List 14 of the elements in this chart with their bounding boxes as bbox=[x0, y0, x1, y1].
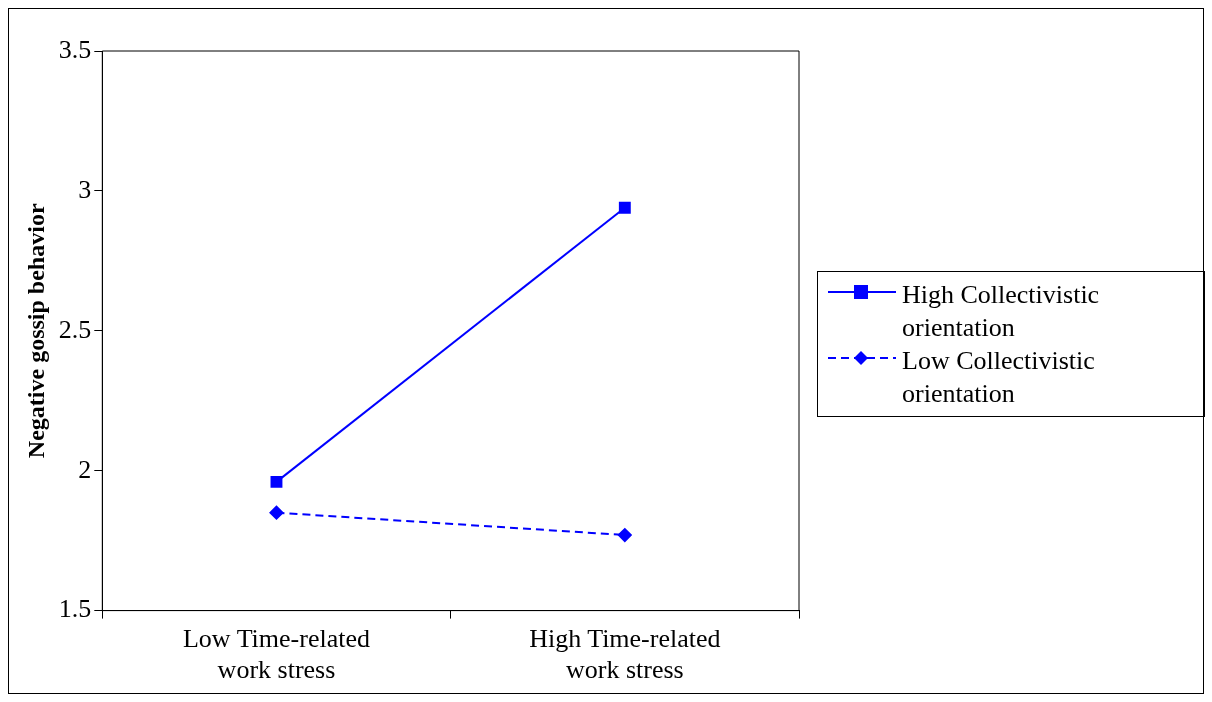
y-tick-label: 3 bbox=[78, 174, 92, 204]
point bbox=[270, 475, 283, 488]
y-tick-label: 3.5 bbox=[58, 34, 92, 64]
legend-label: Low Collectivistic orientation bbox=[902, 345, 1096, 410]
x-tick-label: High Time-related work stress bbox=[529, 624, 721, 685]
x-tick-label: Low Time-related work stress bbox=[182, 624, 370, 685]
y-axis-title: Negative gossip behavior bbox=[22, 203, 49, 459]
y-tick-label: 2 bbox=[78, 454, 92, 484]
point bbox=[269, 505, 284, 520]
point bbox=[617, 528, 632, 543]
y-tick-label: 2.5 bbox=[58, 314, 92, 344]
legend-label: High Collectivistic orientation bbox=[902, 279, 1101, 344]
point bbox=[618, 201, 631, 214]
y-tick-label: 1.5 bbox=[58, 594, 92, 624]
